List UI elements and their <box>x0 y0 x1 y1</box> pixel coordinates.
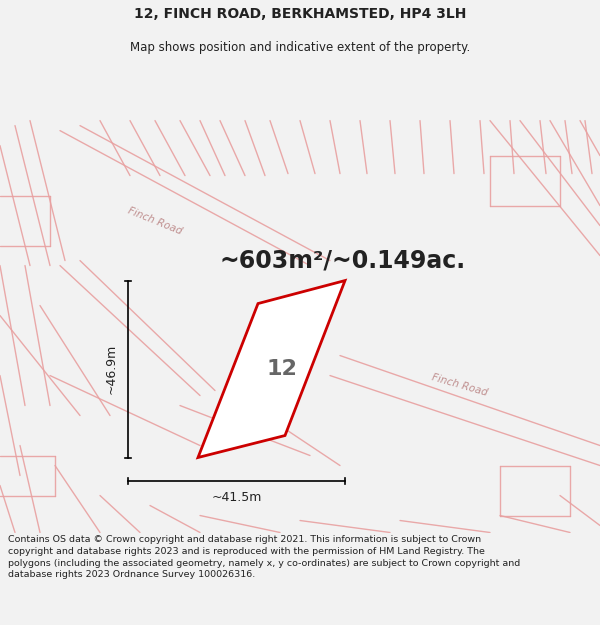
Text: 12: 12 <box>266 359 297 379</box>
Polygon shape <box>198 281 345 458</box>
Text: ~41.5m: ~41.5m <box>211 491 262 504</box>
Text: Contains OS data © Crown copyright and database right 2021. This information is : Contains OS data © Crown copyright and d… <box>8 535 520 579</box>
Text: Finch Road: Finch Road <box>431 372 489 398</box>
Text: Map shows position and indicative extent of the property.: Map shows position and indicative extent… <box>130 41 470 54</box>
Text: Finch Road: Finch Road <box>127 205 184 236</box>
Text: ~46.9m: ~46.9m <box>105 344 118 394</box>
Text: 12, FINCH ROAD, BERKHAMSTED, HP4 3LH: 12, FINCH ROAD, BERKHAMSTED, HP4 3LH <box>134 8 466 21</box>
Text: ~603m²/~0.149ac.: ~603m²/~0.149ac. <box>220 249 466 272</box>
